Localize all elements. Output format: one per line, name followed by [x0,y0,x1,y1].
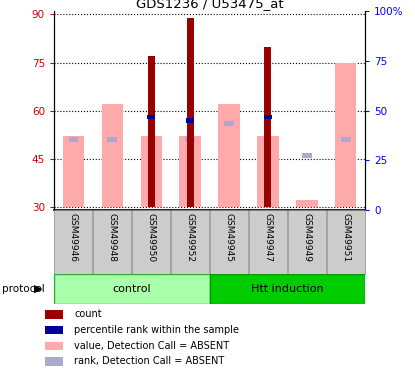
Bar [54,210,93,274]
Bar [107,137,117,142]
Bar [141,136,162,207]
Text: GSM49949: GSM49949 [303,213,311,262]
Bar [296,200,317,207]
Bar [186,118,194,123]
Bar [335,63,356,207]
Text: GSM49952: GSM49952 [186,213,195,262]
Text: ▶: ▶ [34,284,43,294]
Text: Htt induction: Htt induction [251,284,324,294]
Bar [93,210,132,274]
Title: GDS1236 / U53475_at: GDS1236 / U53475_at [136,0,283,10]
Text: GSM49946: GSM49946 [69,213,78,262]
Bar [63,136,84,207]
Bar [148,56,155,207]
Text: GSM49945: GSM49945 [225,213,234,262]
Bar [218,104,240,207]
Bar [257,136,278,207]
Bar [185,137,195,142]
Bar [45,326,63,334]
Text: protocol: protocol [2,284,45,294]
Bar [132,210,170,274]
Bar [54,274,210,304]
Bar [264,46,271,207]
Text: control: control [112,284,151,294]
Bar [102,104,123,207]
Bar [45,310,63,319]
Bar [288,210,326,274]
Text: rank, Detection Call = ABSENT: rank, Detection Call = ABSENT [74,357,225,366]
Bar [341,137,351,142]
Bar [210,210,248,274]
Bar [302,153,312,158]
Bar [224,121,234,126]
Bar [179,136,201,207]
Bar [187,18,194,207]
Bar [210,274,365,304]
Text: GSM49951: GSM49951 [341,213,350,262]
Text: GSM49947: GSM49947 [264,213,272,262]
Text: value, Detection Call = ABSENT: value, Detection Call = ABSENT [74,341,229,351]
Bar [45,342,63,350]
Bar [68,137,78,142]
Bar [171,210,209,274]
Bar [264,115,272,120]
Text: GSM49950: GSM49950 [147,213,156,262]
Text: GSM49948: GSM49948 [108,213,117,262]
Bar [327,210,365,274]
Text: percentile rank within the sample: percentile rank within the sample [74,325,239,335]
Text: count: count [74,309,102,320]
Bar [147,115,156,120]
Bar [249,210,287,274]
Bar [45,357,63,366]
